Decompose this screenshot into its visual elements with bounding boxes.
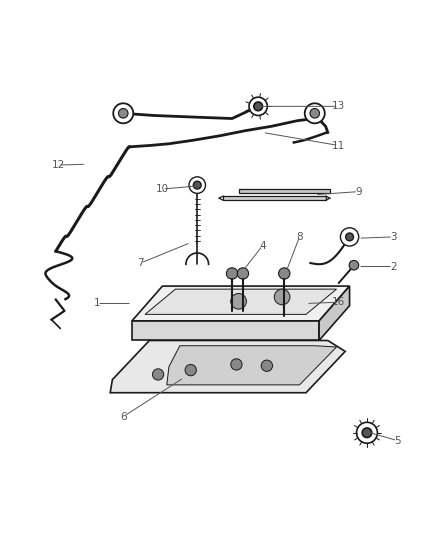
Circle shape — [226, 268, 238, 279]
Circle shape — [249, 97, 267, 116]
Text: 16: 16 — [332, 297, 345, 307]
Circle shape — [346, 233, 353, 241]
Circle shape — [152, 369, 164, 380]
Text: 7: 7 — [138, 258, 144, 268]
Circle shape — [305, 103, 325, 123]
Circle shape — [279, 268, 290, 279]
Text: 3: 3 — [390, 232, 396, 242]
Polygon shape — [132, 286, 350, 321]
Circle shape — [310, 109, 320, 118]
Polygon shape — [132, 321, 319, 341]
Polygon shape — [167, 346, 336, 385]
Circle shape — [261, 360, 272, 372]
Circle shape — [357, 422, 378, 443]
Circle shape — [231, 359, 242, 370]
Polygon shape — [110, 341, 345, 393]
Text: 1: 1 — [94, 298, 100, 309]
Text: 4: 4 — [259, 240, 266, 251]
Circle shape — [349, 261, 359, 270]
Text: 9: 9 — [355, 187, 362, 197]
Circle shape — [231, 294, 247, 309]
Circle shape — [118, 109, 128, 118]
Text: 11: 11 — [332, 141, 345, 150]
Circle shape — [362, 428, 372, 438]
Circle shape — [254, 102, 262, 111]
Circle shape — [237, 268, 249, 279]
Polygon shape — [223, 196, 325, 200]
Polygon shape — [145, 289, 336, 314]
Text: 13: 13 — [332, 101, 345, 111]
Circle shape — [185, 365, 196, 376]
Circle shape — [274, 289, 290, 305]
Polygon shape — [239, 189, 330, 193]
Text: 5: 5 — [394, 435, 401, 446]
Text: 8: 8 — [296, 232, 303, 242]
Circle shape — [193, 181, 201, 189]
Text: 6: 6 — [120, 411, 127, 422]
Text: 2: 2 — [390, 262, 396, 271]
Text: 12: 12 — [51, 160, 64, 170]
Circle shape — [113, 103, 133, 123]
Text: 10: 10 — [156, 184, 169, 194]
Circle shape — [189, 177, 205, 193]
Circle shape — [340, 228, 359, 246]
Polygon shape — [319, 286, 350, 341]
